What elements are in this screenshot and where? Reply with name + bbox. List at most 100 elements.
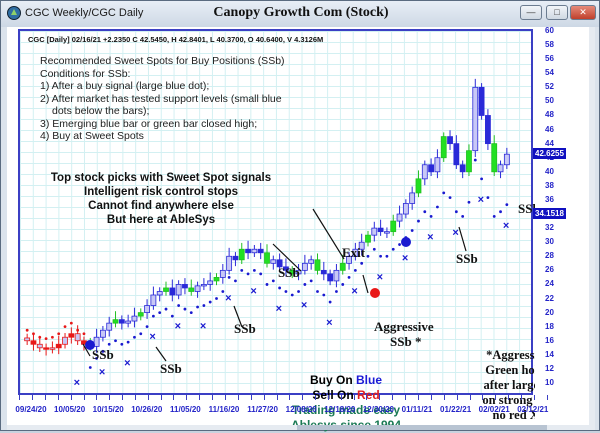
window-label: CGC Weekly/CGC Daily [25,7,144,19]
y-tick-label: 46 [545,124,554,134]
x-tick-mark [520,395,522,400]
y-tick-label: 10 [545,378,554,387]
y-tick-label: 26 [545,265,554,275]
x-tick-mark [469,395,471,400]
svg-text:×: × [74,377,80,389]
svg-text:×: × [99,366,105,378]
note-condition-1: 1) After a buy signal (large blue dot); [40,80,210,92]
y-tick-label: 12 [545,363,554,373]
svg-text:×: × [478,194,484,206]
scroll-thumb[interactable] [297,425,547,430]
y-tick-label: 24 [545,279,554,289]
vertical-scrollbar[interactable] [589,27,595,427]
note-condition-3: 3) Emerging blue bar or green bar closed… [40,117,258,130]
maximize-button[interactable]: □ [546,5,568,20]
buy-on-blue: Buy On Blue [309,373,383,387]
x-tick-mark [392,395,394,400]
x-tick-label: 11/16/20 [208,405,240,414]
x-tick-label: 10/26/20 [131,405,163,414]
x-tick-label: 12/18/20 [324,405,356,414]
y-tick-label: 54 [545,68,554,78]
y-tick-label: 50 [545,96,554,106]
minimize-button[interactable]: — [520,5,542,20]
x-tick-label: 09/24/20 [15,405,47,414]
svg-text:×: × [301,300,307,312]
svg-text:×: × [124,357,130,369]
svg-text:×: × [503,220,509,232]
y-tick-label: 48 [545,110,554,120]
x-tick-mark [482,395,484,400]
x-tick-mark [186,395,188,400]
y-tick-label: 16 [545,335,554,345]
aggressive-ssb-label: SSb * [390,334,422,349]
x-tick-mark [263,395,265,400]
note-title: Recommended Sweet Spots for Buy Position… [40,55,285,67]
plot-area[interactable]: CGC [Daily] 02/16/21 +2.2350 C 42.5450, … [18,29,582,432]
y-tick-label: 18 [545,321,554,331]
x-tick-mark [315,395,317,400]
y-tick-label: 20 [545,307,554,317]
x-tick-label: 11/05/20 [170,405,201,414]
x-tick-label: 10/15/20 [92,405,124,414]
price-badge: 42.6255 [533,148,566,160]
x-tick-mark [173,395,175,400]
svg-text:×: × [402,253,408,265]
horizontal-scrollbar[interactable] [7,425,595,430]
x-tick-mark [276,395,278,400]
app-logo-icon [7,6,21,20]
x-tick-mark [379,395,381,400]
promo-line-3: Cannot find anywhere else [88,200,234,212]
note-condition-4: 4) Buy at Sweet Spots [40,130,144,142]
x-tick-mark [83,395,85,400]
svg-text:×: × [276,303,282,315]
x-tick-mark [353,395,355,400]
candlesticks [24,78,510,356]
x-tick-mark [45,395,46,400]
x-tick-label: 02/02/21 [478,405,510,414]
x-tick-mark [533,395,535,400]
sweet-spot-notes: Recommended Sweet Spots for Buy Position… [40,55,285,143]
y-tick-label: 38 [545,180,554,190]
ssb-label: SSb [278,265,300,280]
svg-text:×: × [351,285,357,297]
y-tick-label: 58 [545,40,554,50]
x-tick-mark [225,395,226,400]
x-tick-label: 12/30/20 [362,405,394,414]
promo-line-4: But here at AbleSys [106,214,216,226]
title-bar: CGC Weekly/CGC Daily Canopy Growth Com (… [1,1,599,27]
y-tick-label: 30 [545,237,554,247]
x-tick-mark [147,395,149,400]
x-tick-mark [340,395,342,400]
svg-text:×: × [427,232,433,244]
date-axis[interactable]: 09/24/20 10/05/20 10/15/20 10/26/20 11/05/20… [7,395,548,427]
x-tick-mark [418,395,419,400]
x-tick-mark [495,395,497,400]
note-conditions-label: Conditions for SSb: [40,67,131,80]
y-tick-label: 56 [545,54,554,64]
ssb-label: SSb [456,251,478,266]
y-tick-label: 14 [545,349,554,359]
svg-text:×: × [175,321,181,333]
x-tick-mark [96,395,98,400]
tagline-1: Trading made easy [291,403,401,417]
note-condition-2-cont: dots below the bars); [52,105,150,117]
x-tick-label: 12/08/20 [285,405,317,414]
promo-text: Top stock picks with Sweet Spot signals … [46,171,276,227]
x-tick-mark [456,395,458,400]
x-tick-mark [160,395,162,400]
x-tick-mark [302,395,304,400]
bar-info-line: CGC [Daily] 02/16/21 +2.2350 C 42.5450, … [28,35,324,44]
svg-text:×: × [225,293,231,305]
svg-text:×: × [200,321,206,333]
close-button[interactable]: ✕ [570,5,596,20]
x-tick-mark [199,395,201,400]
exit-label: Exit [342,245,366,260]
x-tick-label: 02/12/21 [517,405,549,414]
svg-text:×: × [149,331,155,343]
price-axis[interactable]: 1012141618202224262830323436384042444648… [533,26,595,427]
svg-text:×: × [326,317,332,329]
y-tick-label: 40 [545,166,554,176]
y-tick-label: 36 [545,194,554,204]
x-tick-mark [289,395,291,400]
x-tick-label: 10/05/20 [54,405,86,414]
